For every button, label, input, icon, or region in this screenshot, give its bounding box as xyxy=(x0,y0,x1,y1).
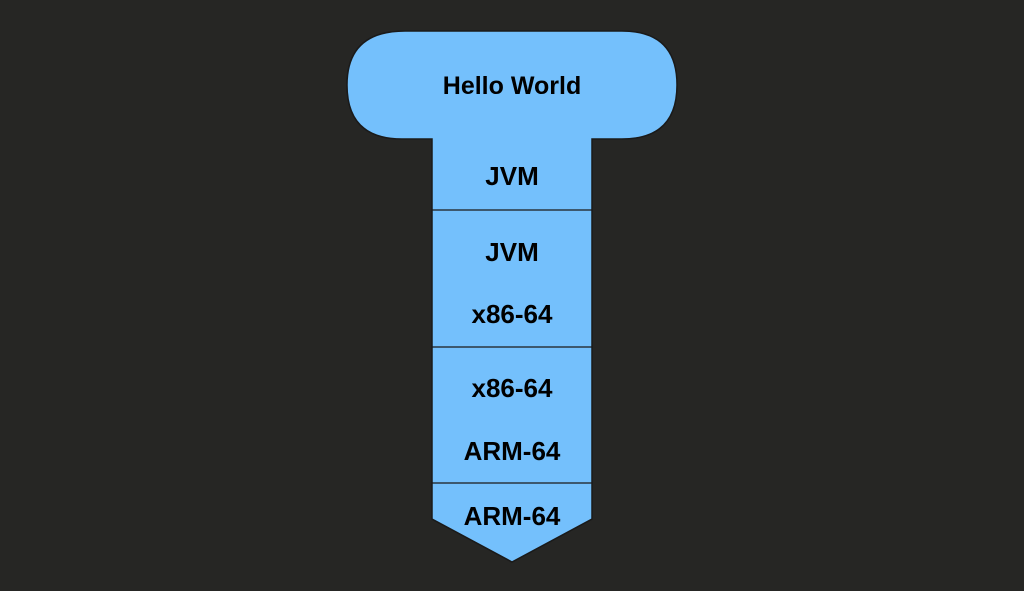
layer-3-line-1: x86-64 xyxy=(472,373,553,403)
diagram-shape xyxy=(346,30,678,563)
layer-2-line-1: JVM xyxy=(485,237,538,267)
layer-1-line-1: JVM xyxy=(485,161,538,191)
head-label: Hello World xyxy=(443,72,581,100)
layer-3-line-2: ARM-64 xyxy=(464,436,561,466)
layer-4-line-1: ARM-64 xyxy=(464,501,561,531)
layer-2-line-2: x86-64 xyxy=(472,299,553,329)
